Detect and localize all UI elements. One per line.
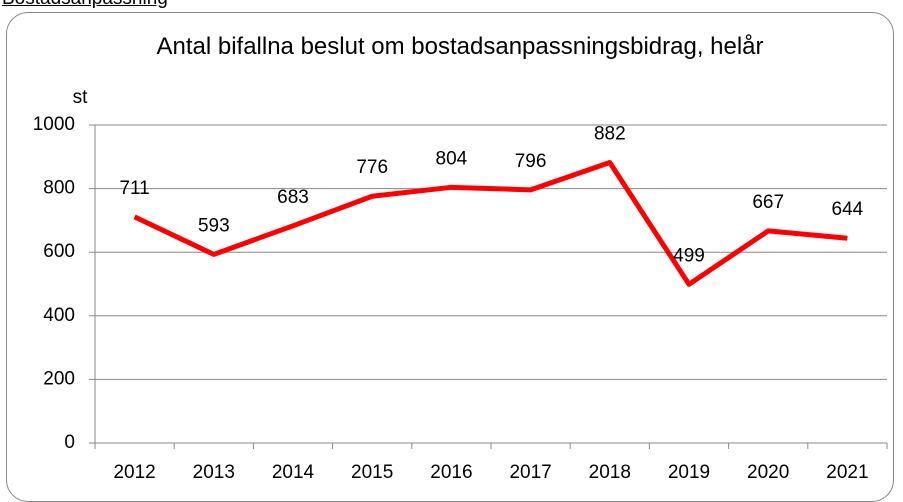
data-label: 499 <box>673 245 705 266</box>
x-tick-label: 2015 <box>351 462 393 483</box>
data-label: 593 <box>198 215 230 236</box>
data-label: 644 <box>832 199 864 220</box>
data-label: 804 <box>436 148 468 169</box>
data-line <box>133 160 848 287</box>
x-tick-label: 2017 <box>509 462 551 483</box>
data-label: 796 <box>515 151 547 172</box>
data-label: 667 <box>752 192 784 213</box>
y-axis-label: st <box>73 87 89 108</box>
data-label: 776 <box>356 157 388 178</box>
data-label: 711 <box>119 178 149 199</box>
y-tick-label: 0 <box>64 432 75 453</box>
y-tick-label: 400 <box>43 305 75 326</box>
x-tick-label: 2021 <box>826 462 868 483</box>
data-label: 882 <box>594 124 626 145</box>
x-tick-label: 2014 <box>272 462 315 483</box>
x-tick-label: 2012 <box>113 462 155 483</box>
y-tick-label: 200 <box>43 368 75 389</box>
y-tick-label: 600 <box>43 241 75 262</box>
y-tick-label: 800 <box>43 178 75 199</box>
chart-title: Antal bifallna beslut om bostadsanpassni… <box>156 33 764 60</box>
x-tick-label: 2018 <box>589 462 631 483</box>
x-tick-label: 2016 <box>430 462 472 483</box>
y-tick-label: 1000 <box>33 114 75 135</box>
x-tick-label: 2019 <box>668 462 710 483</box>
x-tick-label: 2013 <box>193 462 235 483</box>
heading: Bostadsanpassning <box>2 0 168 10</box>
x-tick-label: 2020 <box>747 462 789 483</box>
data-label: 683 <box>277 187 309 208</box>
